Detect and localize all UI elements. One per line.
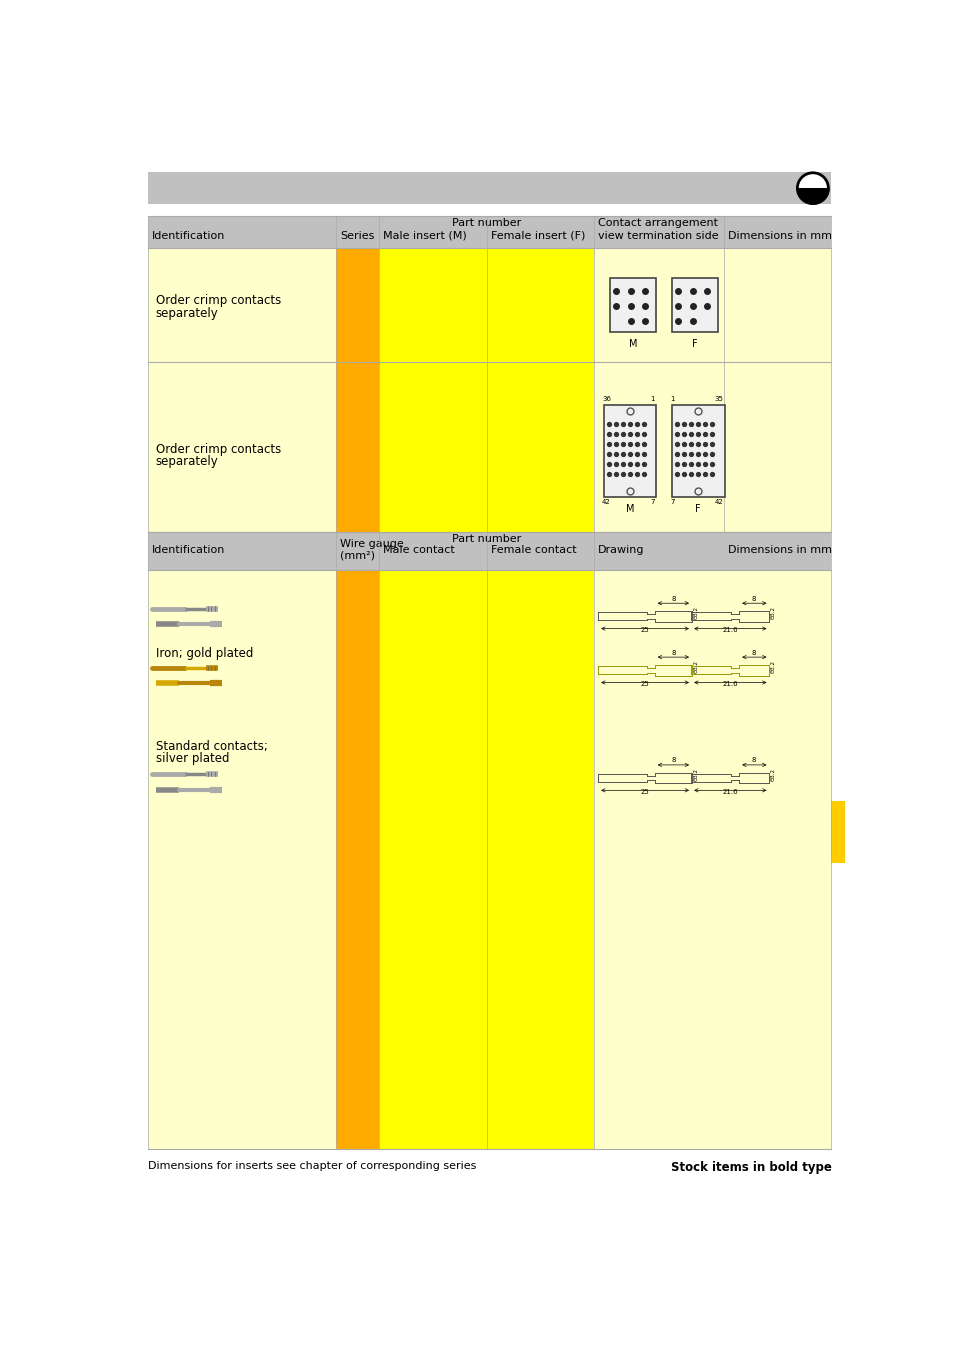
Text: F: F: [695, 504, 700, 514]
Text: Θ3.2: Θ3.2: [693, 768, 698, 780]
Text: Female insert (F): Female insert (F): [491, 231, 585, 240]
Bar: [335, 248, 378, 362]
Bar: [378, 248, 487, 362]
Text: 36: 36: [601, 397, 611, 402]
Bar: [148, 248, 335, 362]
Text: F: F: [692, 339, 698, 350]
Text: Θ3.2: Θ3.2: [693, 606, 698, 618]
Text: view termination side: view termination side: [598, 231, 718, 240]
Text: 35: 35: [714, 397, 722, 402]
Text: Drawing: Drawing: [598, 545, 644, 555]
Bar: [671, 405, 723, 497]
Bar: [603, 405, 656, 497]
Text: separately: separately: [155, 306, 218, 320]
Bar: [723, 570, 831, 1149]
Text: Θ3.2: Θ3.2: [770, 768, 775, 780]
Text: HARTING: HARTING: [796, 182, 828, 186]
Bar: [378, 362, 487, 532]
Text: (mm²): (mm²): [340, 549, 375, 560]
Text: Wire gauge: Wire gauge: [340, 539, 403, 549]
Text: 21.6: 21.6: [721, 788, 737, 795]
Circle shape: [797, 173, 827, 204]
Text: Θ3.2: Θ3.2: [770, 606, 775, 618]
Text: 21.6: 21.6: [721, 680, 737, 687]
Bar: [148, 570, 335, 1149]
Text: Part number: Part number: [452, 219, 520, 228]
Text: Order crimp contacts: Order crimp contacts: [155, 443, 280, 456]
Text: separately: separately: [155, 455, 218, 468]
Bar: [723, 248, 831, 362]
Bar: [487, 248, 594, 362]
Text: M: M: [625, 504, 634, 514]
Text: Contact arrangement: Contact arrangement: [598, 219, 718, 228]
Text: Standard contacts;: Standard contacts;: [155, 740, 267, 752]
Bar: [148, 362, 335, 532]
Text: Male insert (M): Male insert (M): [382, 231, 466, 240]
Bar: [335, 570, 378, 1149]
Text: Order crimp contacts: Order crimp contacts: [155, 294, 280, 308]
Text: 25: 25: [639, 680, 648, 687]
Text: 21.6: 21.6: [721, 628, 737, 633]
Text: Female contact: Female contact: [491, 545, 577, 555]
Bar: [723, 362, 831, 532]
Text: 8: 8: [751, 595, 756, 602]
Bar: [831, 801, 844, 863]
Text: Stock items in bold type: Stock items in bold type: [670, 1161, 831, 1174]
Text: 25: 25: [639, 628, 648, 633]
Bar: [335, 362, 378, 532]
Bar: [594, 248, 723, 362]
Text: Θ3.2: Θ3.2: [770, 660, 775, 672]
Text: Male contact: Male contact: [382, 545, 454, 555]
Text: 25: 25: [639, 788, 648, 795]
Text: 42: 42: [601, 500, 610, 505]
Text: 8: 8: [670, 595, 675, 602]
Text: Dimensions in mm: Dimensions in mm: [727, 545, 831, 555]
Text: Iron; gold plated: Iron; gold plated: [155, 647, 253, 660]
Bar: [609, 278, 656, 332]
Text: Dimensions for inserts see chapter of corresponding series: Dimensions for inserts see chapter of co…: [148, 1161, 476, 1172]
Bar: [671, 278, 718, 332]
Bar: [148, 532, 831, 570]
Bar: [594, 570, 723, 1149]
Text: Part number: Part number: [452, 533, 520, 544]
Text: 8: 8: [751, 649, 756, 656]
Text: silver plated: silver plated: [155, 752, 229, 765]
Text: M: M: [628, 339, 637, 350]
Text: 8: 8: [751, 757, 756, 763]
Bar: [148, 216, 831, 248]
Bar: [487, 362, 594, 532]
Text: 1: 1: [650, 397, 654, 402]
Bar: [148, 171, 831, 204]
Text: Identification: Identification: [152, 545, 225, 555]
Bar: [487, 570, 594, 1149]
Text: 7: 7: [650, 500, 654, 505]
Text: Θ3.2: Θ3.2: [693, 660, 698, 672]
Text: 8: 8: [670, 649, 675, 656]
Text: 42: 42: [714, 500, 722, 505]
Text: Identification: Identification: [152, 231, 225, 240]
Text: 8: 8: [670, 757, 675, 763]
Text: Dimensions in mm: Dimensions in mm: [727, 231, 831, 240]
Text: Series: Series: [340, 231, 375, 240]
Bar: [378, 570, 487, 1149]
Text: 1: 1: [670, 397, 674, 402]
Text: 7: 7: [670, 500, 674, 505]
Bar: [594, 362, 723, 532]
